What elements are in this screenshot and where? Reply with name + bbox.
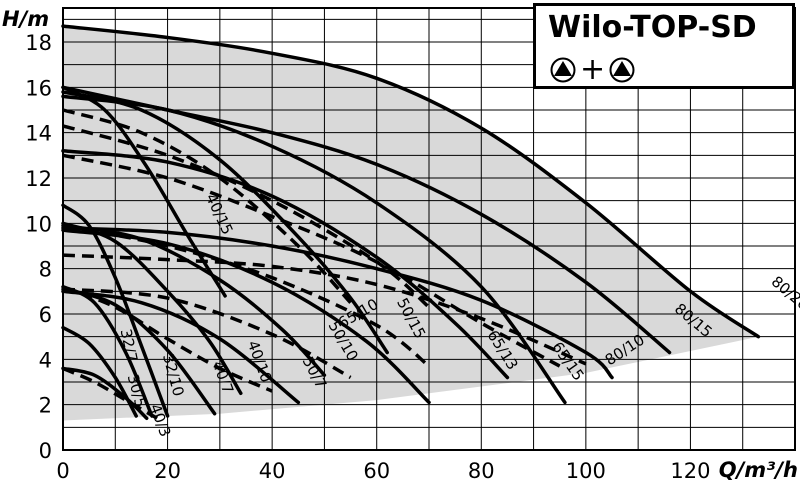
chart-title: Wilo-TOP-SD (548, 10, 757, 45)
y-axis-title: H/m (2, 7, 49, 31)
curve-50-7 (61, 289, 301, 405)
y-tick-label: 10 (25, 212, 52, 236)
dashed-curve (62, 253, 587, 366)
y-tick-label: 16 (25, 76, 52, 100)
pump-left-icon (550, 57, 576, 82)
x-tick-label: 60 (363, 459, 390, 483)
y-tick-label: 0 (39, 439, 52, 463)
pump-right-icon (609, 57, 635, 82)
dashed-curve (62, 287, 352, 380)
x-tick-label: 120 (670, 459, 710, 483)
y-tick-label: 2 (39, 394, 52, 418)
x-axis-title: Q/m³/h (719, 458, 798, 482)
y-tick-label: 6 (39, 303, 52, 327)
x-tick-label: 100 (566, 459, 606, 483)
title-box: Wilo-TOP-SD + (533, 3, 795, 89)
curve-50-10 (61, 223, 327, 377)
pump-pair-symbol: + (550, 54, 635, 85)
y-tick-label: 14 (25, 122, 52, 146)
x-tick-label: 20 (154, 459, 181, 483)
curve-65-13 (61, 149, 510, 380)
y-tick-label: 18 (25, 31, 52, 55)
curve-32-10 (61, 203, 170, 418)
y-tick-label: 12 (25, 167, 52, 191)
curve-80-20 (61, 24, 761, 339)
plus-sign: + (580, 51, 606, 87)
curve-50-15 (61, 90, 389, 355)
y-tick-label: 4 (39, 348, 52, 372)
curve-80-10 (61, 226, 614, 380)
y-tick-label: 8 (39, 258, 52, 282)
dashed-curve (62, 108, 352, 304)
curve-40-3 (61, 366, 149, 421)
x-tick-label: 0 (56, 459, 69, 483)
dashed-curve (62, 153, 561, 368)
curve-40-15 (61, 85, 227, 298)
curve-65-10 (61, 228, 431, 405)
x-tick-label: 80 (468, 459, 495, 483)
curve-80-15 (61, 85, 672, 355)
dashed-curve (62, 285, 273, 393)
pump-curves (61, 24, 761, 421)
dashed-curves (62, 108, 587, 420)
axis-titles: H/m Q/m³/h (2, 7, 798, 482)
x-tick-label: 40 (259, 459, 286, 483)
tick-labels: 0 20 40 60 80 100 120 0 2 4 6 8 10 12 14 16 18 (25, 31, 710, 483)
